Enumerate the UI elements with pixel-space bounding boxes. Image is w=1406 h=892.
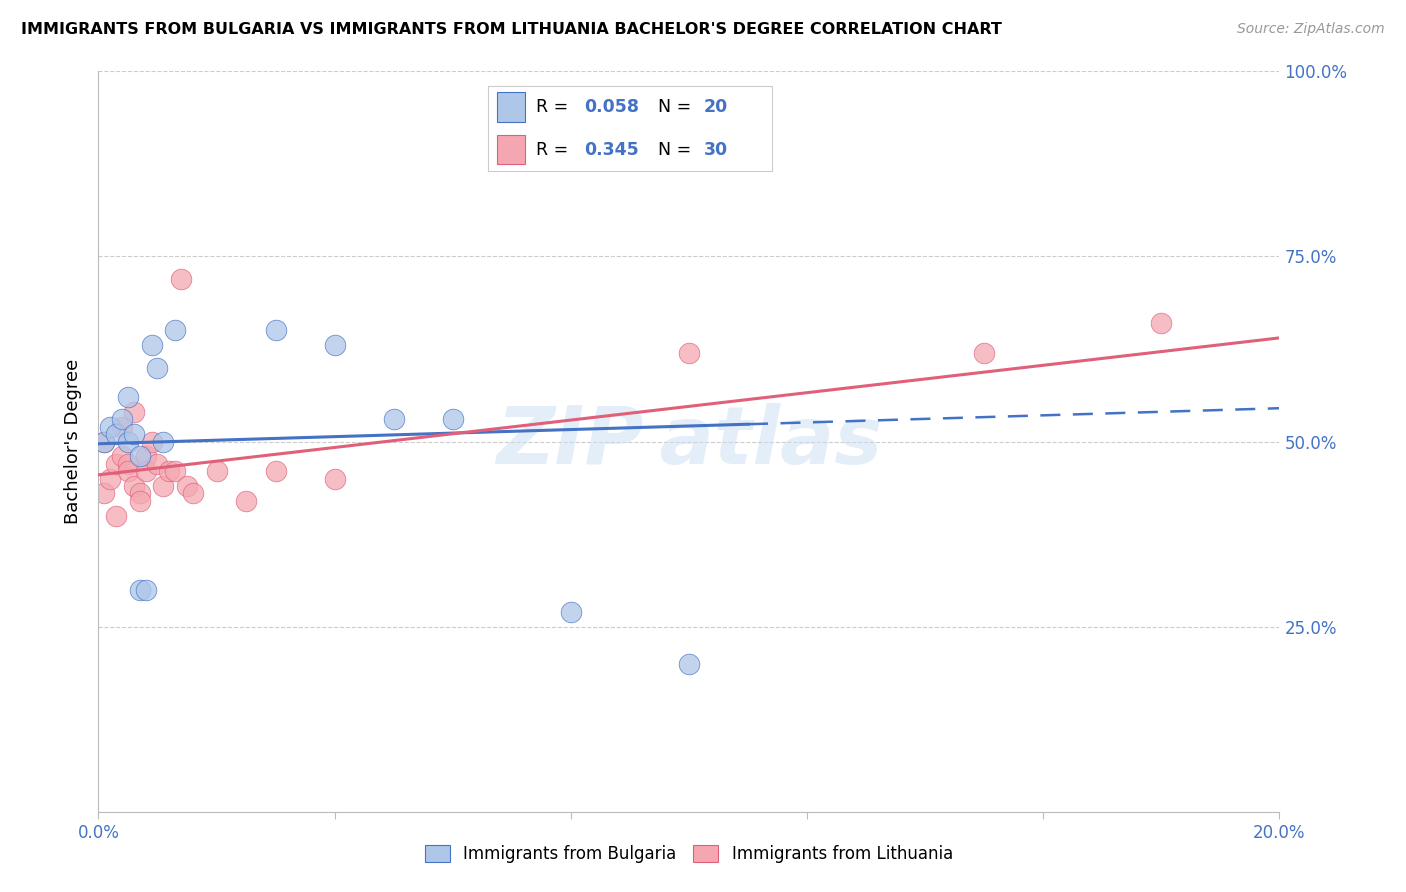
Point (128, 582, 150, 597)
Text: IMMIGRANTS FROM BULGARIA VS IMMIGRANTS FROM LITHUANIA BACHELOR'S DEGREE CORRELAT: IMMIGRANTS FROM BULGARIA VS IMMIGRANTS F… (21, 22, 1002, 37)
Point (205, 464, 228, 478)
Point (105, 508, 128, 523)
Point (176, 479, 198, 493)
Point (678, 657, 700, 671)
Point (105, 427, 128, 442)
Point (122, 427, 145, 442)
Point (122, 405, 145, 419)
Point (141, 434, 163, 449)
Text: ZIP atlas: ZIP atlas (496, 402, 882, 481)
Point (560, 605, 582, 619)
Point (98, 471, 121, 485)
Point (117, 390, 139, 404)
Point (1150, 316, 1173, 330)
Point (152, 479, 174, 493)
Point (135, 582, 157, 597)
Point (122, 479, 145, 493)
Point (111, 419, 134, 434)
Point (235, 493, 257, 508)
Point (117, 464, 139, 478)
Point (157, 464, 180, 478)
Point (152, 434, 174, 449)
Point (98, 419, 121, 434)
Point (93, 434, 115, 449)
Point (128, 493, 150, 508)
Point (117, 457, 139, 471)
Point (128, 450, 150, 464)
Point (93, 486, 115, 500)
Point (117, 434, 139, 449)
Point (111, 450, 134, 464)
Point (165, 324, 187, 338)
Point (973, 345, 995, 359)
Point (181, 486, 204, 500)
Y-axis label: Bachelor's Degree: Bachelor's Degree (65, 359, 83, 524)
Point (382, 412, 405, 426)
Point (135, 450, 157, 464)
Point (678, 345, 700, 359)
Point (165, 464, 187, 478)
Point (441, 412, 464, 426)
Point (135, 464, 157, 478)
Point (146, 457, 169, 471)
Point (146, 360, 169, 375)
Point (264, 464, 287, 478)
Point (93, 434, 115, 449)
Point (105, 457, 128, 471)
Point (323, 338, 346, 352)
Point (323, 471, 346, 485)
Point (111, 412, 134, 426)
Text: Source: ZipAtlas.com: Source: ZipAtlas.com (1237, 22, 1385, 37)
Point (128, 486, 150, 500)
Point (141, 338, 163, 352)
Point (170, 271, 193, 285)
Legend: Immigrants from Bulgaria, Immigrants from Lithuania: Immigrants from Bulgaria, Immigrants fro… (419, 838, 959, 870)
Point (264, 324, 287, 338)
